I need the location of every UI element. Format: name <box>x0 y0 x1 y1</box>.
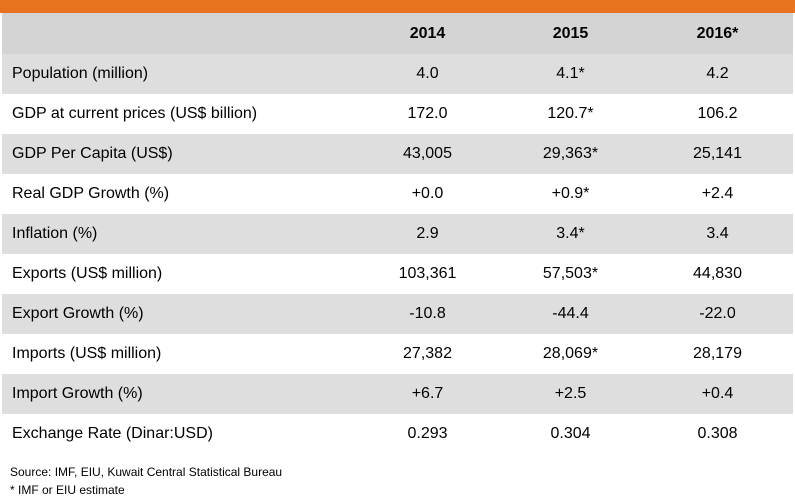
row-label: Export Growth (%) <box>12 305 144 322</box>
cell-2014: 27,382 <box>403 345 452 362</box>
cell-2015: +0.9* <box>551 185 590 202</box>
cell-2014: 43,005 <box>403 145 452 162</box>
cell-2014: +0.0 <box>411 185 444 202</box>
accent-bar <box>0 0 795 13</box>
cell-2014: 103,361 <box>398 265 457 282</box>
cell-2016: -22.0 <box>699 305 736 322</box>
cell-2016: 0.308 <box>697 425 738 442</box>
cell-2015: 57,503* <box>542 265 599 282</box>
cell-2016: +0.4 <box>701 385 734 402</box>
row-label: GDP at current prices (US$ billion) <box>12 105 258 122</box>
cell-2014: 4.0 <box>416 65 439 82</box>
row-label: Exchange Rate (Dinar:USD) <box>12 425 213 442</box>
table-row: Import Growth (%) +6.7 +2.5 +0.4 <box>2 374 793 414</box>
estimate-note: * IMF or EIU estimate <box>10 483 125 497</box>
cell-2015: 28,069* <box>542 345 599 362</box>
cell-2015: -44.4 <box>552 305 589 322</box>
cell-2014: +6.7 <box>411 385 444 402</box>
row-label: Population (million) <box>12 65 149 82</box>
cell-2016: 28,179 <box>693 345 742 362</box>
footnotes: Source: IMF, EIU, Kuwait Central Statist… <box>10 463 282 499</box>
cell-2016: 4.2 <box>706 65 729 82</box>
cell-2014: 2.9 <box>416 225 439 242</box>
table-row: GDP Per Capita (US$) 43,005 29,363* 25,1… <box>2 134 793 174</box>
cell-2015: +2.5 <box>554 385 587 402</box>
cell-2015: 3.4* <box>556 225 585 242</box>
cell-2015: 120.7* <box>547 105 594 122</box>
table-row: Inflation (%) 2.9 3.4* 3.4 <box>2 214 793 254</box>
table-row: Export Growth (%) -10.8 -44.4 -22.0 <box>2 294 793 334</box>
cell-2014: 0.293 <box>407 425 448 442</box>
row-label: Import Growth (%) <box>12 385 143 402</box>
source-note: Source: IMF, EIU, Kuwait Central Statist… <box>10 465 283 479</box>
header-cell-2014: 2014 <box>409 24 446 42</box>
table-header-row: 2014 2015 2016* <box>2 13 793 54</box>
cell-2016: 3.4 <box>706 225 729 242</box>
cell-2014: 172.0 <box>407 105 448 122</box>
cell-2016: 25,141 <box>693 145 742 162</box>
table-row: Imports (US$ million) 27,382 28,069* 28,… <box>2 334 793 374</box>
table-row: Exports (US$ million) 103,361 57,503* 44… <box>2 254 793 294</box>
row-label: Imports (US$ million) <box>12 345 162 362</box>
header-cell-2015: 2015 <box>552 24 589 42</box>
row-label: Real GDP Growth (%) <box>12 185 170 202</box>
table-row: GDP at current prices (US$ billion) 172.… <box>2 94 793 134</box>
row-label: Exports (US$ million) <box>12 265 163 282</box>
header-cell-2016: 2016* <box>696 24 739 42</box>
row-label: Inflation (%) <box>12 225 98 242</box>
cell-2016: 44,830 <box>693 265 742 282</box>
economic-indicators-table: 2014 2015 2016* Population (million) 4.0… <box>2 13 793 454</box>
cell-2016: 106.2 <box>697 105 738 122</box>
cell-2015: 0.304 <box>550 425 591 442</box>
table-row: Real GDP Growth (%) +0.0 +0.9* +2.4 <box>2 174 793 214</box>
row-label: GDP Per Capita (US$) <box>12 145 173 162</box>
cell-2015: 4.1* <box>556 65 585 82</box>
cell-2016: +2.4 <box>701 185 734 202</box>
table-row: Exchange Rate (Dinar:USD) 0.293 0.304 0.… <box>2 414 793 454</box>
cell-2015: 29,363* <box>542 145 599 162</box>
cell-2014: -10.8 <box>409 305 446 322</box>
table-row: Population (million) 4.0 4.1* 4.2 <box>2 54 793 94</box>
